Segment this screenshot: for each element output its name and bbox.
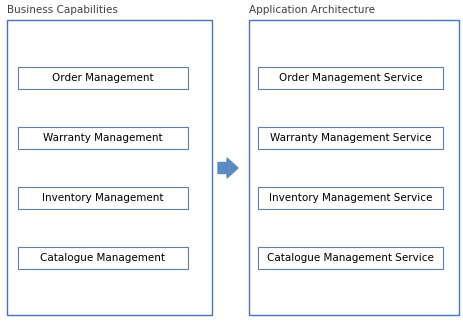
Text: Order Management: Order Management bbox=[52, 73, 153, 83]
Bar bbox=[18, 127, 188, 149]
FancyArrow shape bbox=[218, 158, 238, 178]
Bar bbox=[249, 20, 458, 315]
Bar bbox=[18, 187, 188, 209]
Bar bbox=[18, 247, 188, 269]
Text: Business Capabilities: Business Capabilities bbox=[7, 5, 118, 15]
Bar bbox=[257, 67, 442, 89]
Bar bbox=[257, 187, 442, 209]
Text: Inventory Management: Inventory Management bbox=[42, 193, 163, 203]
Text: Catalogue Management Service: Catalogue Management Service bbox=[267, 253, 433, 263]
Text: Catalogue Management: Catalogue Management bbox=[40, 253, 165, 263]
Text: Application Architecture: Application Architecture bbox=[249, 5, 374, 15]
Text: Order Management Service: Order Management Service bbox=[278, 73, 421, 83]
Bar bbox=[7, 20, 212, 315]
Bar bbox=[257, 127, 442, 149]
Bar bbox=[18, 67, 188, 89]
Text: Inventory Management Service: Inventory Management Service bbox=[268, 193, 431, 203]
Text: Warranty Management: Warranty Management bbox=[43, 133, 163, 143]
Text: Warranty Management Service: Warranty Management Service bbox=[269, 133, 430, 143]
Bar bbox=[257, 247, 442, 269]
